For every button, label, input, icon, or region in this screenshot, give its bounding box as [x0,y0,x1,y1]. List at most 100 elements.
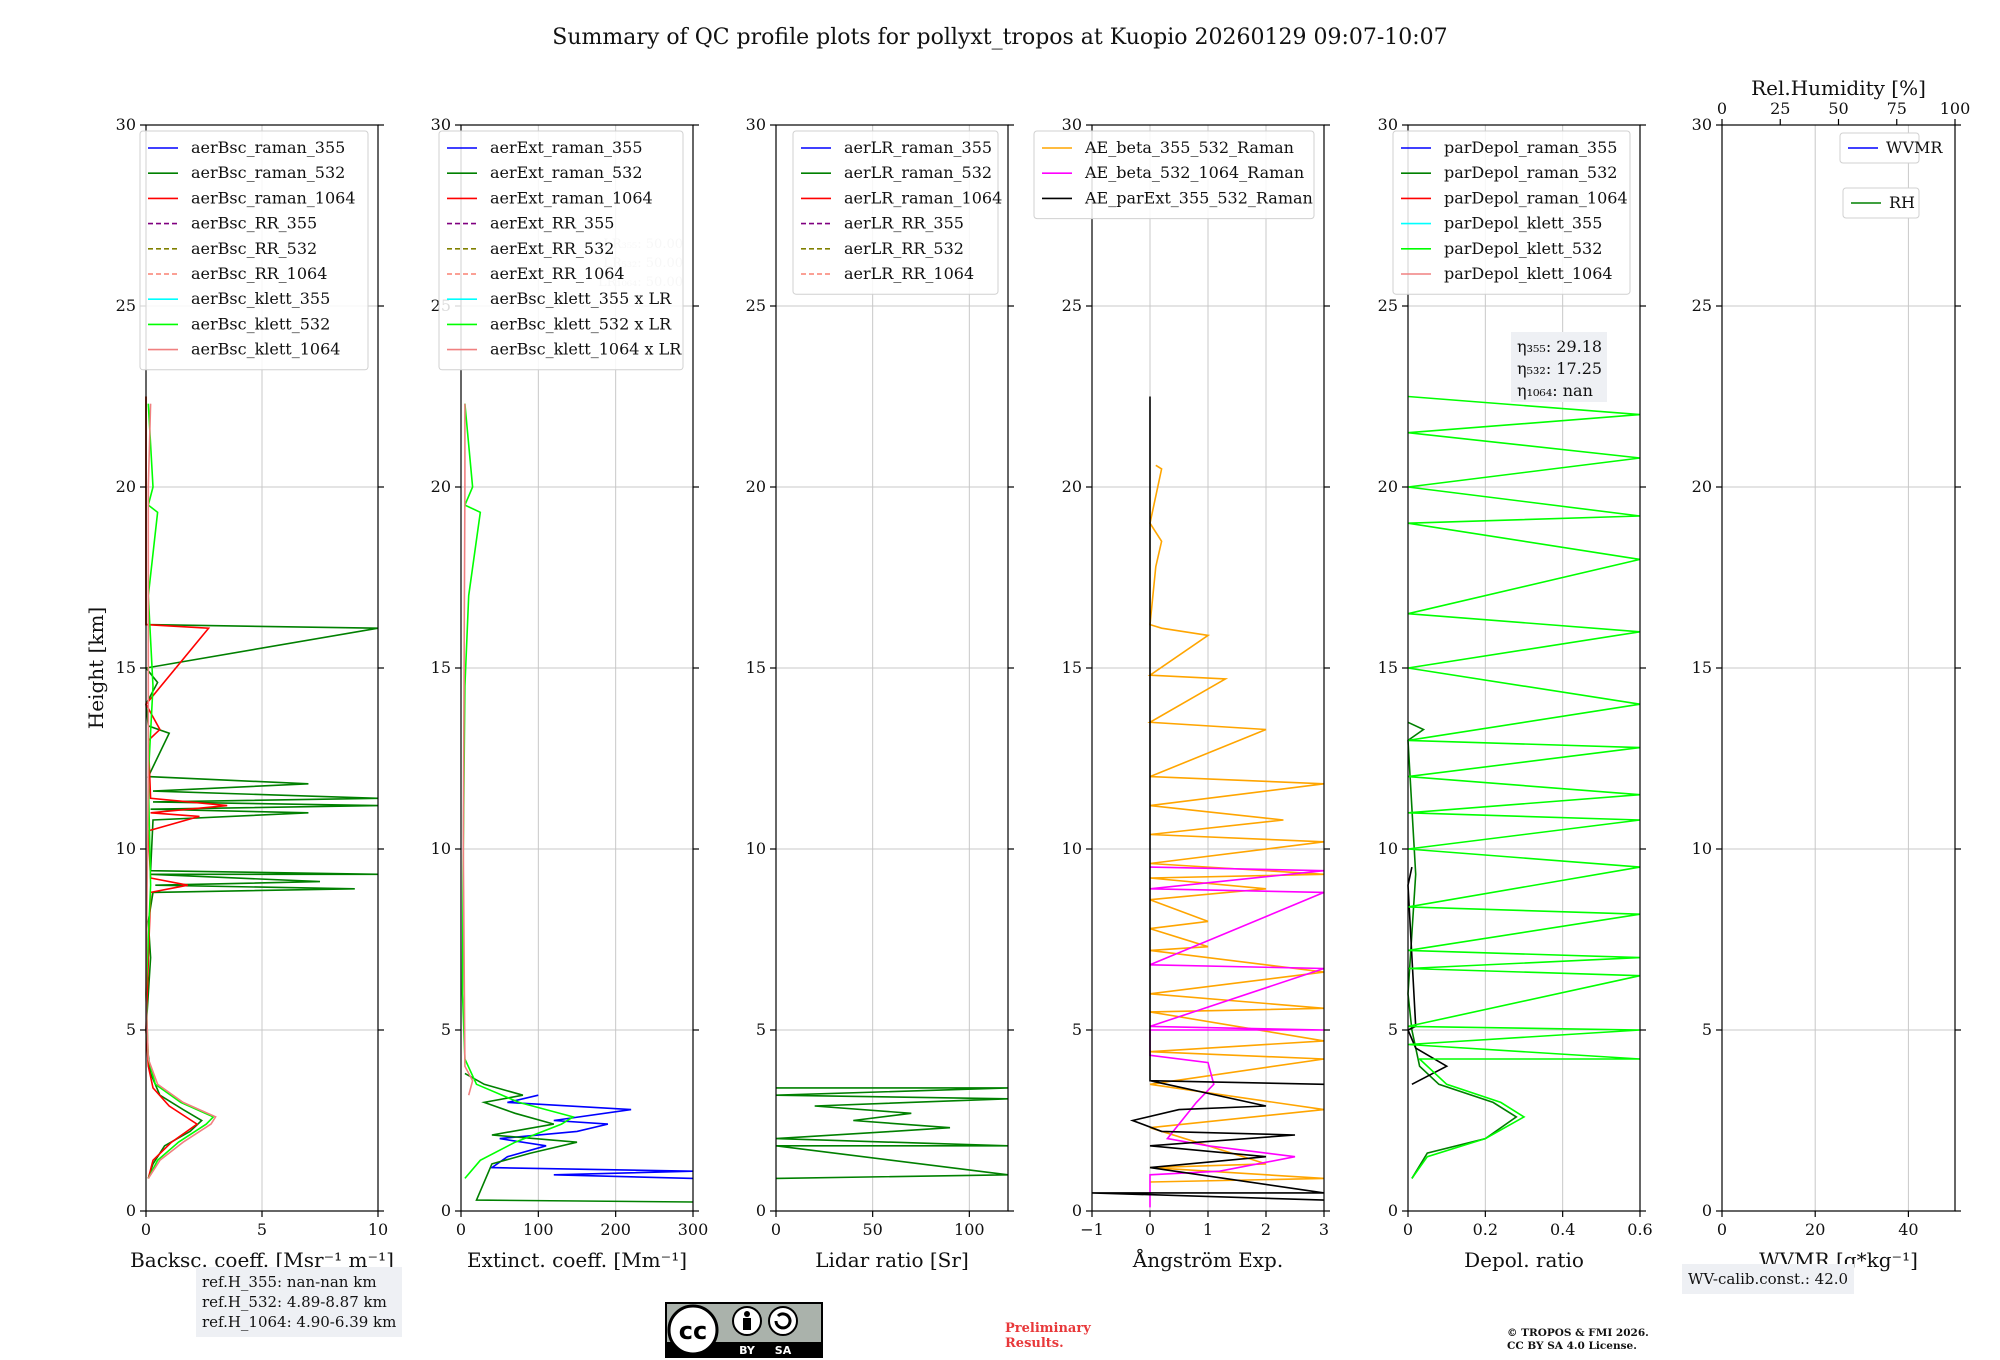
panel-depolarization: 0 0.2 0.4 0.6 0 5 10 15 20 25 30 Depol. ratio η₃₅₅: … [1378,115,1653,1272]
cc-license-logo: cc BY SA [665,1302,823,1358]
y-tick-label: 25 [746,296,766,315]
y-tick-label: 0 [441,1201,451,1220]
x-tick-label: 0 [1403,1220,1413,1239]
panel-extinction: 0100200300051015202530Extinct. coeff. [M… [431,115,709,1272]
preliminary-results-note: Preliminary Results. [1005,1321,1091,1351]
y-tick-label: 10 [431,839,451,858]
x-tick-label: 3 [1319,1220,1329,1239]
y-tick-label: 5 [1072,1020,1082,1039]
legend-label: aerLR_raman_1064 [844,188,1002,207]
series-line-aerbsc-klett-1064-x-lr [462,403,474,1096]
series-line-ae-beta-355-532-raman [1147,464,1325,1183]
legend-label: WVMR [1886,138,1943,157]
y-tick-label: 30 [1378,115,1398,134]
y-tick-label: 5 [1388,1020,1398,1039]
x-axis-label: Extinct. coeff. [Mm⁻¹] [467,1248,687,1272]
y-tick-label: 5 [756,1020,766,1039]
y-tick-label: 5 [441,1020,451,1039]
y-tick-label: 30 [1692,115,1712,134]
legend-label: aerBsc_raman_1064 [191,188,356,207]
y-tick-label: 10 [1692,839,1712,858]
y-axis-label: Height [km] [84,607,108,729]
legend-label: RH [1889,193,1915,212]
legend-box [139,130,369,371]
series-line-aerext-raman-532 [464,1072,694,1203]
series-line-aerbsc-klett-1064 [145,403,217,1179]
legend-label: aerBsc_raman_355 [191,138,345,157]
y-tick-label: 0 [1388,1201,1398,1220]
y-tick-label: 20 [431,477,451,496]
preliminary-line-2: Results. [1005,1336,1064,1351]
legend-label: AE_beta_355_532_Raman [1084,138,1294,157]
preliminary-line-1: Preliminary [1005,1321,1091,1336]
y-tick-label: 0 [756,1201,766,1220]
legend-label: parDepol_klett_355 [1444,214,1602,233]
legend-label: aerBsc_klett_532 [191,314,330,333]
legend-box [1033,130,1315,220]
wv-calib-text: WV-calib.const.: 42.0 [1688,1270,1849,1288]
reference-height-1064: ref.H_1064: 4.90-6.39 km [202,1313,397,1331]
eta-annotation: η₅₃₂: 17.25 [1517,359,1602,378]
top-x-axis-label: Rel.Humidity [%] [1751,76,1926,100]
x-tick-label: 0 [456,1220,466,1239]
x-tick-label: 10 [368,1220,388,1239]
sa-arrow [774,1312,792,1330]
y-tick-label: 30 [116,115,136,134]
x-tick-label: 40 [1898,1220,1918,1239]
y-tick-label: 25 [1062,296,1082,315]
y-tick-label: 15 [116,658,136,677]
x-tick-label: 0.4 [1550,1220,1575,1239]
y-tick-label: 20 [1378,477,1398,496]
legend-label: AE_beta_532_1064_Raman [1084,163,1304,182]
top-x-tick-label: 25 [1770,99,1790,118]
legend-label: aerBsc_RR_532 [191,239,317,258]
legend-label: aerBsc_RR_1064 [191,264,327,283]
y-tick-label: 10 [1378,839,1398,858]
legend-label: aerLR_RR_532 [844,239,964,258]
x-axis-label: Depol. ratio [1464,1248,1584,1272]
legend-box [1839,132,1920,164]
y-tick-label: 15 [1692,658,1712,677]
by-person-head [744,1311,750,1317]
top-x-tick-label: 100 [1940,99,1971,118]
series-line-aerlr-raman-532 [775,1087,1009,1180]
top-x-tick-label: 50 [1828,99,1848,118]
cc-sa-label: SA [775,1344,792,1357]
reference-height-532: ref.H_532: 4.89-8.87 km [202,1293,387,1311]
y-tick-label: 10 [116,839,136,858]
legend-label: aerBsc_RR_355 [191,214,317,233]
y-tick-label: 15 [1062,658,1082,677]
x-tick-label: 0 [771,1220,781,1239]
legend-label: aerBsc_klett_1064 x LR [490,340,682,359]
reference-height-355: ref.H_355: nan-nan km [202,1273,377,1291]
by-person-body [743,1318,751,1330]
y-tick-label: 15 [1378,658,1398,677]
series-line-pardepol-klett-532 [1407,395,1641,1179]
x-axis-label: Lidar ratio [Sr] [815,1248,969,1272]
y-tick-label: 15 [431,658,451,677]
legend-label: aerLR_raman_355 [844,138,992,157]
x-tick-label: −1 [1080,1220,1104,1239]
legend-label: aerExt_RR_355 [490,214,614,233]
x-tick-label: 0.6 [1627,1220,1652,1239]
legend-label: aerBsc_raman_532 [191,163,345,182]
legend-box [792,130,999,295]
y-tick-label: 30 [431,115,451,134]
eta-annotation: η₁₀₆₄: nan [1517,381,1593,400]
eta-annotation: η₃₅₅: 29.18 [1517,337,1602,356]
x-tick-label: 5 [257,1220,267,1239]
y-tick-label: 15 [746,658,766,677]
legend-label: parDepol_raman_1064 [1444,188,1628,207]
legend-label: aerExt_raman_532 [490,163,643,182]
x-tick-label: 1 [1203,1220,1213,1239]
y-tick-label: 25 [1378,296,1398,315]
x-tick-label: 0 [1717,1220,1727,1239]
legend-box [1392,130,1631,295]
legend-label: parDepol_klett_1064 [1444,264,1613,283]
x-tick-label: 0 [141,1220,151,1239]
legend-label: aerExt_RR_1064 [490,264,625,283]
